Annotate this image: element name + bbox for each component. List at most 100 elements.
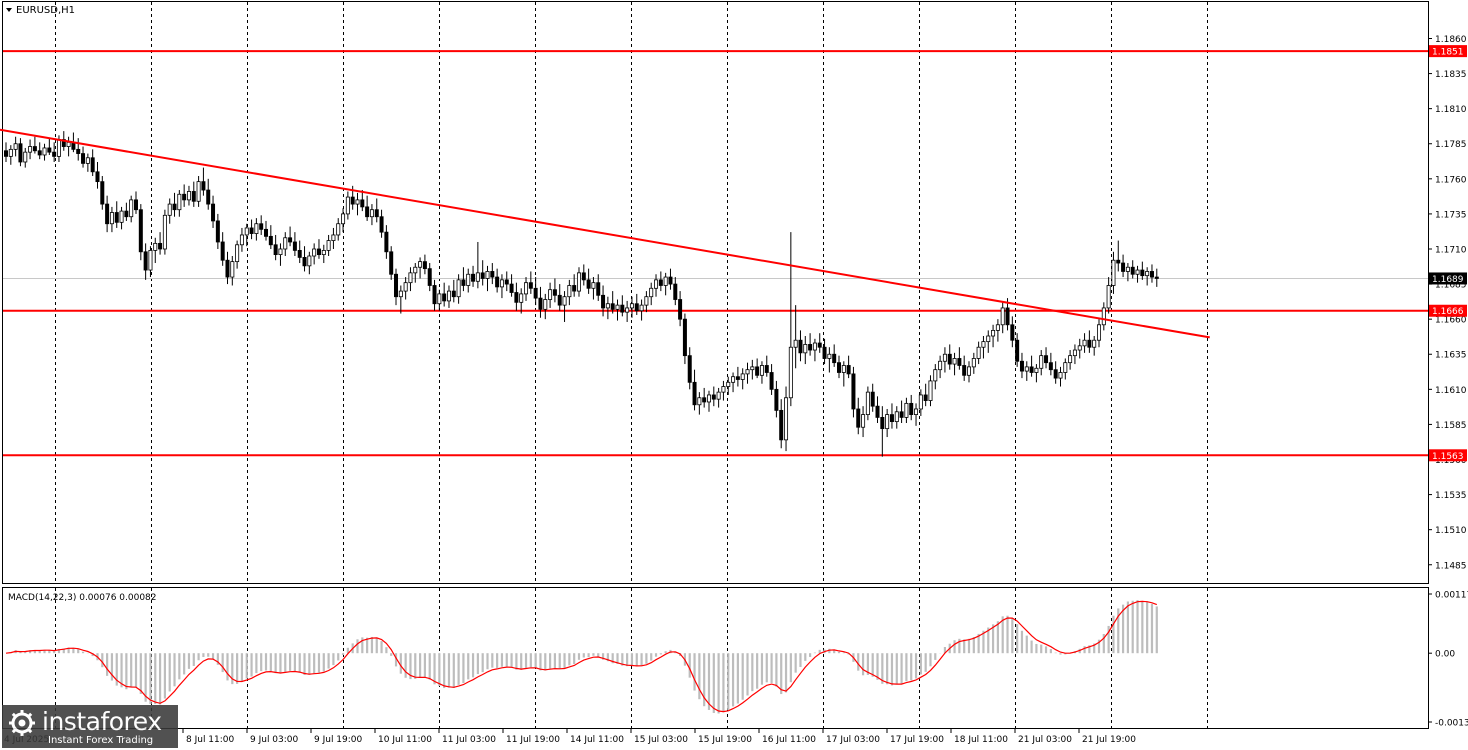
candle-body: [692, 381, 697, 406]
candle-body: [952, 358, 957, 365]
candle-body: [533, 287, 538, 299]
candle-body: [928, 380, 933, 401]
candle-body: [856, 408, 861, 428]
candle-body: [764, 365, 769, 373]
candle-body: [1010, 324, 1015, 341]
candle-body: [1077, 345, 1082, 351]
candle-body: [1015, 339, 1020, 362]
candle-body: [124, 210, 129, 218]
candle-body: [1072, 349, 1077, 357]
candle-body: [721, 386, 726, 393]
candle-body: [846, 365, 851, 375]
candle-body: [153, 242, 158, 251]
current-price-tag-bg: [1429, 272, 1467, 285]
candle-body: [105, 203, 110, 225]
candle-body: [355, 199, 360, 205]
candle-body: [1106, 285, 1111, 309]
candle-body: [56, 139, 61, 157]
instaforex-logo-icon: [9, 710, 35, 736]
candle-body: [485, 271, 490, 279]
candle-body: [591, 282, 596, 289]
candle-body: [822, 346, 827, 359]
candle-body: [812, 342, 817, 351]
candle-body: [480, 272, 485, 279]
candle-body: [326, 240, 331, 251]
candle-body: [904, 402, 909, 418]
candle-body: [85, 157, 90, 164]
candle-body: [836, 362, 841, 373]
candle-body: [1044, 355, 1049, 364]
candle-body: [745, 369, 750, 375]
candle-body: [678, 299, 683, 320]
time-label: 8 Jul 11:00: [186, 735, 235, 745]
candle-body: [374, 209, 379, 218]
candle-body: [740, 373, 745, 380]
candle-body: [605, 303, 610, 309]
candle-body: [889, 414, 894, 423]
time-label: 15 Jul 19:00: [698, 735, 752, 745]
candle-body: [976, 346, 981, 359]
candle-body: [615, 304, 620, 310]
candle-body: [345, 196, 350, 215]
candle-body: [1063, 362, 1068, 373]
candle-body: [639, 304, 644, 312]
candle-body: [1154, 276, 1159, 279]
candle-body: [341, 213, 346, 225]
level-price-tag-bg: [1429, 449, 1467, 462]
candle-body: [620, 304, 625, 313]
candle-body: [215, 220, 220, 243]
candle-body: [360, 199, 365, 208]
candle-body: [586, 279, 591, 289]
candle-body: [880, 417, 885, 430]
candle-body: [870, 391, 875, 407]
candle-body: [779, 409, 784, 441]
time-label: 9 Jul 03:00: [250, 735, 299, 745]
candle-body: [422, 261, 427, 270]
candle-body: [769, 372, 774, 390]
level-price-tag: 1.1851: [1432, 48, 1464, 58]
candle-body: [365, 206, 370, 218]
candle-body: [427, 268, 432, 286]
candle-body: [788, 346, 793, 399]
dropdown-triangle-icon[interactable]: [6, 8, 12, 12]
candle-body: [432, 285, 437, 305]
candle-body: [471, 273, 476, 282]
macd-pane-frame: [2, 587, 1429, 729]
candle-body: [682, 318, 687, 357]
candle-body: [4, 150, 9, 157]
candlesticks: [4, 131, 1159, 457]
candle-body: [596, 282, 601, 296]
candle-body: [687, 355, 692, 383]
candle-body: [264, 228, 269, 237]
candle-body: [981, 341, 986, 348]
candle-body: [750, 366, 755, 371]
candle-body: [1039, 355, 1044, 369]
candle-body: [495, 276, 500, 288]
candle-body: [134, 199, 139, 211]
candle-body: [254, 223, 259, 234]
price-tick-label: 1.1710: [1435, 245, 1467, 255]
candle-body: [268, 235, 273, 246]
candle-body: [1082, 339, 1087, 347]
candle-body: [235, 244, 240, 263]
time-label: 10 Jul 11:00: [378, 735, 432, 745]
candle-body: [1111, 259, 1116, 286]
candle-body: [1024, 366, 1029, 372]
candle-body: [129, 199, 134, 218]
price-tick-label: 1.1735: [1435, 210, 1467, 220]
candle-body: [413, 266, 418, 274]
candle-body: [514, 292, 519, 303]
candle-body: [803, 344, 808, 354]
candle-body: [1097, 324, 1102, 341]
candle-body: [601, 294, 606, 309]
candle-body: [1101, 307, 1106, 326]
candle-body: [827, 353, 832, 359]
price-tick-label: 1.1760: [1435, 175, 1467, 185]
candle-body: [528, 282, 533, 289]
candle-body: [658, 279, 663, 286]
symbol-header[interactable]: EURUSD,H1: [6, 5, 75, 16]
candle-body: [302, 257, 307, 267]
price-tick-label: 1.1535: [1435, 491, 1467, 501]
candle-body: [548, 289, 553, 300]
level-price-tag: 1.1666: [1432, 307, 1464, 317]
